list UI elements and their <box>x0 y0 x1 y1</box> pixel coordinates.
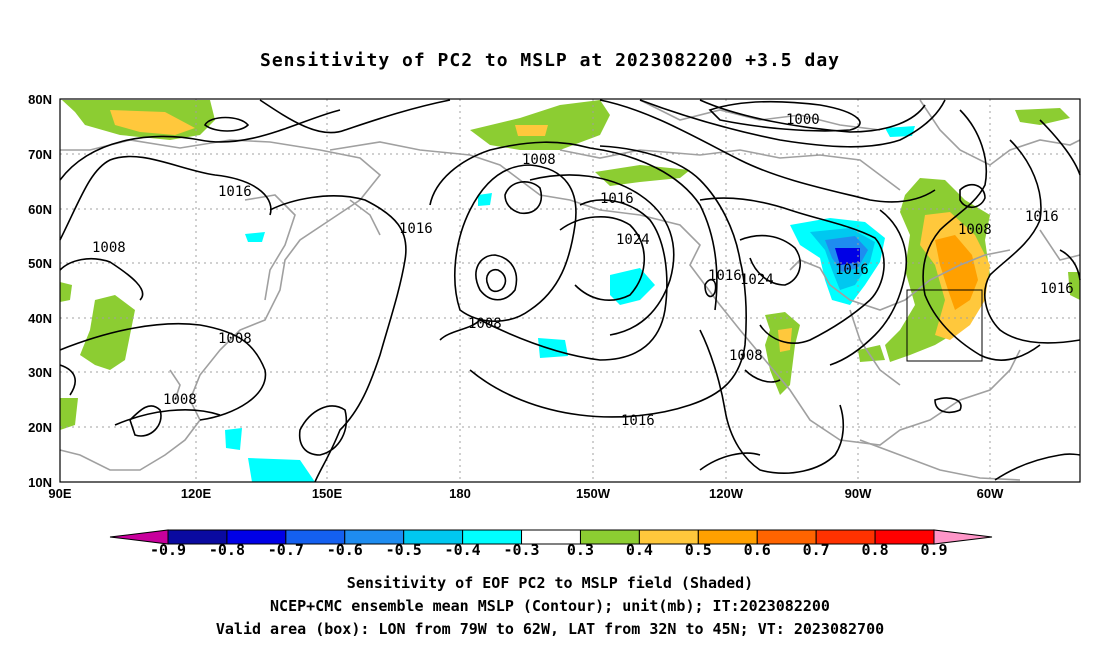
lat-label: 20N <box>28 420 52 435</box>
lon-label: 90W <box>845 486 872 501</box>
shade-green-china2 <box>60 282 72 302</box>
caption-line-3: Valid area (box): LON from 79W to 62W, L… <box>215 620 885 638</box>
shade-green-small2 <box>858 345 885 362</box>
lat-label: 70N <box>28 147 52 162</box>
colorbar-tick-label: -0.4 <box>444 541 481 559</box>
lon-label: 150W <box>576 486 611 501</box>
contour-label: 1016 <box>399 221 433 237</box>
map-area: 1000 1008 1008 1008 1008 1008 1008 1008 … <box>59 98 1081 483</box>
lat-label: 40N <box>28 311 52 326</box>
shade-cyan-pacific4 <box>225 428 242 450</box>
shade-yellow-mexico <box>778 328 792 352</box>
contour-label: 1008 <box>218 331 252 347</box>
colorbar-tick-label: 0.4 <box>625 541 653 559</box>
caption-line-1: Sensitivity of EOF PC2 to MSLP field (Sh… <box>346 574 754 592</box>
lon-label: 120W <box>709 486 744 501</box>
shade-cyan-pacific3 <box>248 458 315 482</box>
shade-darkblue-canada <box>835 248 860 265</box>
colorbar-tick-label: 0.3 <box>566 541 594 559</box>
colorbar-tick-label: -0.3 <box>503 541 540 559</box>
colorbar-tick-label: 0.9 <box>920 541 948 559</box>
shade-cyan-pacific1 <box>610 268 655 305</box>
lon-label: 150E <box>312 486 343 501</box>
lon-label: 90E <box>48 486 71 501</box>
lat-label: 50N <box>28 256 52 271</box>
shaded-sensitivity <box>60 100 1080 482</box>
mslp-contours <box>59 99 1081 483</box>
shade-green-siberia <box>595 165 690 186</box>
contour-label: 1008 <box>522 152 556 168</box>
shade-cyan-small3 <box>478 193 492 206</box>
contour-label: 1016 <box>218 184 252 200</box>
contour-label: 1016 <box>835 262 869 278</box>
contour-label: 1008 <box>92 240 126 256</box>
shade-green-china <box>80 295 135 370</box>
map-frame <box>59 98 1081 483</box>
colorbar-tick-label: 0.7 <box>802 541 830 559</box>
lat-label: 80N <box>28 92 52 107</box>
shade-orange-atlantic <box>935 235 978 310</box>
shade-cyan-small <box>885 126 915 137</box>
lat-label: 10N <box>28 475 52 490</box>
colorbar <box>109 529 993 545</box>
contour-label: 1024 <box>740 272 774 288</box>
lat-label: 30N <box>28 365 52 380</box>
contour-label-layer: 1000 1008 1008 1008 1008 1008 1008 1008 … <box>92 112 1074 429</box>
shade-cyan-small2 <box>245 232 265 242</box>
contour-label: 1000 <box>786 112 820 128</box>
contour-label: 1008 <box>163 392 197 408</box>
colorbar-tick-label: -0.5 <box>385 541 422 559</box>
lon-label: 60W <box>977 486 1004 501</box>
colorbar-tick-label: 0.6 <box>743 541 771 559</box>
contour-label: 1008 <box>729 348 763 364</box>
colorbar-high-triangle <box>933 529 993 545</box>
colorbar-tick-label: -0.7 <box>267 541 304 559</box>
lat-axis: 80N 70N 60N 50N 40N 30N 20N 10N <box>28 92 52 490</box>
colorbar-tick-label: -0.8 <box>208 541 245 559</box>
shade-green-arctic-east <box>1015 108 1070 125</box>
contour-label: 1024 <box>616 232 650 248</box>
colorbar-tick-label: -0.9 <box>149 541 187 559</box>
contour-label: 1016 <box>1025 209 1059 225</box>
colorbar-tick-label: 0.5 <box>684 541 712 559</box>
shade-green-small1 <box>1068 272 1080 300</box>
lon-label: 180 <box>449 486 471 501</box>
caption-line-2: NCEP+CMC ensemble mean MSLP (Contour); u… <box>270 597 830 615</box>
contour-label: 1016 <box>708 268 742 284</box>
shade-cyan-pacific2 <box>538 338 568 358</box>
shade-yellow-arctic <box>110 110 195 135</box>
colorbar-tick-label: -0.6 <box>326 541 363 559</box>
contour-label: 1016 <box>600 191 634 207</box>
shade-green-india <box>60 398 78 430</box>
map-title: Sensitivity of PC2 to MSLP at 2023082200… <box>259 50 840 71</box>
lon-axis: 90E 120E 150E 180 150W 120W 90W 60W <box>48 486 1004 501</box>
contour-label: 1008 <box>468 316 502 332</box>
lon-label: 120E <box>181 486 212 501</box>
shade-yellow-small <box>515 125 548 136</box>
contour-label: 1016 <box>1040 281 1074 297</box>
contour-label: 1016 <box>621 413 655 429</box>
colorbar-tick-label: 0.8 <box>861 541 889 559</box>
contour-label: 1008 <box>958 222 992 238</box>
lat-label: 60N <box>28 202 52 217</box>
valid-area-box <box>906 289 983 362</box>
